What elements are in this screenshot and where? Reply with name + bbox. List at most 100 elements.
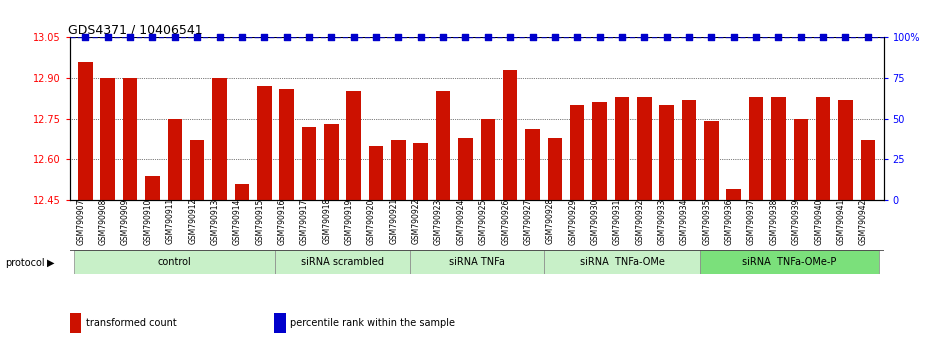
Point xyxy=(682,34,697,40)
Bar xyxy=(212,78,227,200)
Bar xyxy=(346,91,361,200)
Text: GSM790919: GSM790919 xyxy=(345,198,353,245)
Text: percentile rank within the sample: percentile rank within the sample xyxy=(290,318,455,328)
Point xyxy=(481,34,496,40)
Bar xyxy=(682,99,697,200)
Bar xyxy=(78,62,93,200)
Point xyxy=(368,34,383,40)
Bar xyxy=(615,97,630,200)
Point xyxy=(860,34,875,40)
Point xyxy=(637,34,652,40)
Text: GSM790923: GSM790923 xyxy=(434,198,443,245)
Bar xyxy=(74,250,275,274)
Point xyxy=(548,34,563,40)
Point xyxy=(435,34,450,40)
Bar xyxy=(167,119,182,200)
Point xyxy=(257,34,272,40)
Bar xyxy=(392,140,405,200)
Bar xyxy=(838,99,853,200)
Text: GSM790915: GSM790915 xyxy=(255,198,264,245)
Bar xyxy=(190,140,205,200)
Text: GSM790920: GSM790920 xyxy=(367,198,376,245)
Point xyxy=(525,34,540,40)
Bar xyxy=(700,250,879,274)
Point xyxy=(145,34,160,40)
Bar xyxy=(145,176,160,200)
Text: siRNA scrambled: siRNA scrambled xyxy=(301,257,384,267)
Point xyxy=(301,34,316,40)
Bar xyxy=(637,97,652,200)
Text: control: control xyxy=(158,257,192,267)
Text: GSM790907: GSM790907 xyxy=(76,198,86,245)
Point xyxy=(592,34,607,40)
Text: GSM790935: GSM790935 xyxy=(702,198,711,245)
Point xyxy=(704,34,719,40)
Text: siRNA  TNFa-OMe-P: siRNA TNFa-OMe-P xyxy=(742,257,837,267)
Text: GSM790925: GSM790925 xyxy=(479,198,488,245)
Point xyxy=(234,34,249,40)
Text: GSM790911: GSM790911 xyxy=(166,198,175,245)
Text: siRNA TNFa: siRNA TNFa xyxy=(448,257,505,267)
Bar xyxy=(279,89,294,200)
Text: siRNA  TNFa-OMe: siRNA TNFa-OMe xyxy=(579,257,664,267)
Bar xyxy=(369,146,383,200)
Bar xyxy=(275,250,409,274)
Bar xyxy=(860,140,875,200)
Text: GSM790921: GSM790921 xyxy=(390,198,398,245)
Text: GSM790941: GSM790941 xyxy=(836,198,845,245)
Bar xyxy=(458,138,472,200)
Text: GSM790942: GSM790942 xyxy=(858,198,868,245)
Bar xyxy=(816,97,830,200)
Text: GSM790913: GSM790913 xyxy=(210,198,219,245)
Point xyxy=(100,34,115,40)
Point xyxy=(838,34,853,40)
Text: GSM790937: GSM790937 xyxy=(747,198,756,245)
Text: GSM790908: GSM790908 xyxy=(99,198,108,245)
Text: GSM790930: GSM790930 xyxy=(591,198,600,245)
Text: GSM790929: GSM790929 xyxy=(568,198,578,245)
Bar xyxy=(503,70,517,200)
Bar xyxy=(257,86,272,200)
Text: ▶: ▶ xyxy=(46,258,54,268)
Point xyxy=(346,34,361,40)
Text: GSM790933: GSM790933 xyxy=(658,198,667,245)
Text: protocol: protocol xyxy=(5,258,45,268)
Point xyxy=(279,34,294,40)
Point xyxy=(167,34,182,40)
Text: GSM790914: GSM790914 xyxy=(232,198,242,245)
Bar xyxy=(414,143,428,200)
Point xyxy=(659,34,674,40)
Bar xyxy=(704,121,719,200)
Point xyxy=(793,34,808,40)
Bar xyxy=(324,124,339,200)
Bar xyxy=(771,97,786,200)
Text: GSM790927: GSM790927 xyxy=(524,198,533,245)
Point xyxy=(391,34,405,40)
Point xyxy=(749,34,764,40)
Point xyxy=(123,34,138,40)
Bar xyxy=(234,184,249,200)
Bar xyxy=(123,78,138,200)
Text: transformed count: transformed count xyxy=(86,318,177,328)
Bar xyxy=(726,189,741,200)
Point xyxy=(816,34,830,40)
Bar xyxy=(749,97,764,200)
Point xyxy=(726,34,741,40)
Text: GSM790931: GSM790931 xyxy=(613,198,622,245)
Bar xyxy=(436,91,450,200)
Text: GSM790926: GSM790926 xyxy=(501,198,511,245)
Bar xyxy=(570,105,584,200)
Point xyxy=(458,34,472,40)
Text: GSM790922: GSM790922 xyxy=(412,198,420,245)
Point xyxy=(324,34,339,40)
Text: GSM790909: GSM790909 xyxy=(121,198,130,245)
Text: GSM790938: GSM790938 xyxy=(769,198,778,245)
Bar xyxy=(301,127,316,200)
Bar xyxy=(409,250,544,274)
Bar xyxy=(548,138,562,200)
Text: GSM790932: GSM790932 xyxy=(635,198,644,245)
Bar xyxy=(525,130,539,200)
Point xyxy=(78,34,93,40)
Point xyxy=(212,34,227,40)
Bar xyxy=(481,119,495,200)
